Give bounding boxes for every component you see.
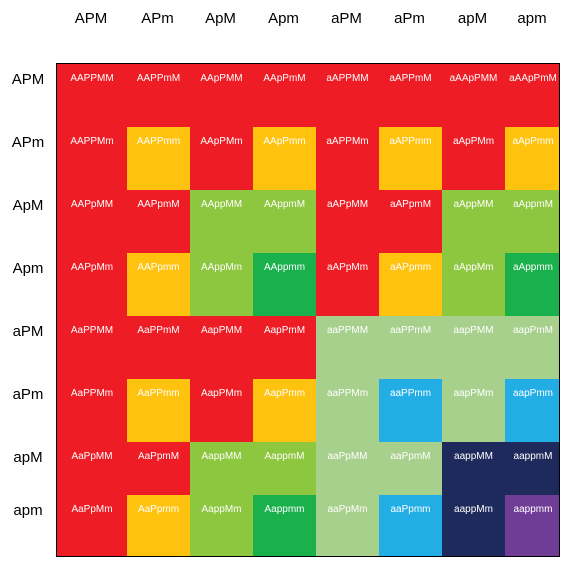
genotype-cell: aAPpmm	[379, 253, 442, 316]
genotype-cell: aappmM	[505, 442, 559, 495]
genotype-cell: Aappmm	[253, 495, 316, 556]
genotype-cell: AAPPmM	[127, 64, 190, 127]
genotype-cell: aAppMm	[442, 253, 505, 316]
genotype-cell: aapPmM	[505, 316, 559, 379]
column-header: apM	[457, 10, 488, 27]
genotype-cell: aapPmm	[505, 379, 559, 442]
genotype-cell: aAPpMm	[316, 253, 379, 316]
row-header: Apm	[12, 259, 44, 277]
genotype-cell: aApPMm	[442, 127, 505, 190]
genotype-cell: aApPmm	[505, 127, 559, 190]
genotype-cell: AAppmM	[253, 190, 316, 253]
genotype-cell: AAppMm	[190, 253, 253, 316]
genotype-cell: aAApPmM	[505, 64, 559, 127]
genotype-cell: AAPPMm	[57, 127, 127, 190]
genotype-cell: AaPPmM	[127, 316, 190, 379]
row-header: APm	[11, 133, 45, 151]
genotype-cell: AapPMM	[190, 316, 253, 379]
genotype-cell: aappMM	[442, 442, 505, 495]
genotype-cell: AaPPmm	[127, 379, 190, 442]
column-header: aPM	[331, 10, 362, 27]
genotype-cell: aapPMM	[442, 316, 505, 379]
column-header: APm	[141, 10, 174, 27]
genotype-cell: aAPpmM	[379, 190, 442, 253]
column-header: aPm	[394, 10, 425, 27]
row-header: APM	[11, 70, 45, 88]
genotype-cell: AAppmm	[253, 253, 316, 316]
genotype-cell: AaPpMm	[57, 495, 127, 556]
genotype-cell: AaPpmM	[127, 442, 190, 495]
genotype-cell: AAPPmm	[127, 127, 190, 190]
genotype-cell: AappMm	[190, 495, 253, 556]
genotype-cell: aaPpMm	[316, 495, 379, 556]
genotype-cell: aapPMm	[442, 379, 505, 442]
genotype-cell: AApPMM	[190, 64, 253, 127]
genotype-cell: AApPMm	[190, 127, 253, 190]
genotype-cell: aAppmM	[505, 190, 559, 253]
genotype-cell: aaPPmm	[379, 379, 442, 442]
row-header: apM	[13, 448, 43, 466]
genotype-cell: aAppmm	[505, 253, 559, 316]
genotype-cell: aAPPMM	[316, 64, 379, 127]
genotype-cell: aAPPMm	[316, 127, 379, 190]
genotype-cell: aAPPmM	[379, 64, 442, 127]
genotype-cell: AAPpMM	[57, 190, 127, 253]
genotype-cell: aaPpmM	[379, 442, 442, 495]
genotype-cell: aAApPMM	[442, 64, 505, 127]
genotype-cell: AapPMm	[190, 379, 253, 442]
genotype-cell: AAPPMM	[57, 64, 127, 127]
column-header: Apm	[268, 10, 299, 27]
genotype-grid: AAPPMM AAPPmM AApPMM AApPmM aAPPMM aAPPmM aAAp…	[56, 63, 560, 557]
genotype-cell: AappmM	[253, 442, 316, 495]
genotype-cell: AAPpmm	[127, 253, 190, 316]
genotype-cell: AapPmm	[253, 379, 316, 442]
genotype-cell: AApPmm	[253, 127, 316, 190]
row-header: aPm	[12, 385, 44, 403]
genotype-cell: aaPPMM	[316, 316, 379, 379]
genotype-cell: aAppMM	[442, 190, 505, 253]
genotype-cell: aaPPMm	[316, 379, 379, 442]
genotype-cell: AAppMM	[190, 190, 253, 253]
column-header: apm	[517, 10, 547, 27]
genotype-cell: aAPpMM	[316, 190, 379, 253]
genotype-cell: AaPPMm	[57, 379, 127, 442]
column-header: ApM	[205, 10, 236, 27]
genotype-cell: aaPpMM	[316, 442, 379, 495]
genotype-cell: AaPpMM	[57, 442, 127, 495]
genotype-cell: aAPPmm	[379, 127, 442, 190]
genotype-cell: AaPpmm	[127, 495, 190, 556]
row-header: apm	[13, 501, 43, 519]
genotype-cell: AApPmM	[253, 64, 316, 127]
genotype-cell: aaPPmM	[379, 316, 442, 379]
genotype-cell: AappMM	[190, 442, 253, 495]
column-header: APM	[74, 10, 108, 27]
genotype-cell: AaPPMM	[57, 316, 127, 379]
genotype-cell: AapPmM	[253, 316, 316, 379]
genotype-cell: aappmm	[505, 495, 559, 556]
row-header: aPM	[12, 322, 44, 340]
row-header: ApM	[12, 196, 44, 214]
genotype-cell: aaPpmm	[379, 495, 442, 556]
genotype-cell: AAPpmM	[127, 190, 190, 253]
genotype-cell: aappMm	[442, 495, 505, 556]
genotype-cell: AAPpMm	[57, 253, 127, 316]
